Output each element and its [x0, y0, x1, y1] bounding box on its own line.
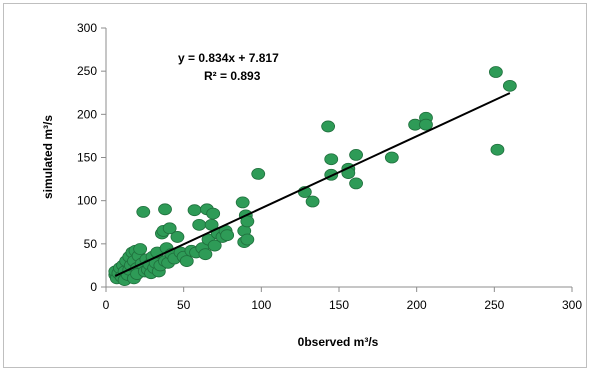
trendline [114, 92, 511, 277]
x-tick-label: 200 [407, 298, 427, 312]
data-point [349, 177, 363, 190]
x-axis-title: 0bserved m³/s [298, 335, 379, 349]
trendline-group [114, 92, 511, 277]
data-point [133, 243, 148, 255]
x-tick-label: 50 [177, 298, 191, 312]
data-point [349, 149, 363, 161]
chart-frame [3, 3, 587, 368]
axes: 0 50 100 150 200 250 300 0 50 100 150 200 250 300 [77, 21, 582, 312]
x-tick-label: 300 [562, 298, 582, 312]
data-point [251, 168, 266, 180]
y-tick-label: 300 [77, 21, 97, 35]
x-tick-label: 250 [484, 298, 504, 312]
data-point [490, 143, 505, 156]
data-point [192, 218, 207, 231]
labels: y = 0.834x + 7.817 R² = 0.893 0bserved m… [41, 51, 379, 349]
data-point [235, 196, 250, 209]
x-tick-label: 0 [103, 298, 110, 312]
data-point [158, 203, 172, 216]
data-point [384, 151, 399, 164]
data-point [206, 207, 221, 220]
data-points [108, 66, 517, 286]
data-point [136, 205, 151, 218]
data-point [198, 248, 213, 261]
y-tick-label: 50 [84, 237, 98, 251]
data-point [240, 215, 255, 228]
r-squared-label: R² = 0.893 [204, 69, 261, 83]
data-point [419, 118, 433, 131]
data-point [162, 222, 177, 235]
trendline-equation: y = 0.834x + 7.817 [178, 51, 279, 65]
data-point [324, 153, 339, 166]
data-point [187, 204, 202, 217]
x-tick-label: 100 [251, 298, 271, 312]
data-point [305, 195, 320, 208]
y-tick-label: 250 [77, 64, 97, 78]
y-tick-label: 0 [90, 280, 97, 294]
x-tick-label: 150 [329, 298, 349, 312]
y-tick-label: 150 [77, 151, 97, 165]
data-point [502, 79, 517, 92]
data-point [240, 233, 255, 246]
data-point [207, 239, 222, 252]
data-point [179, 255, 194, 268]
data-point [321, 120, 336, 133]
data-point [170, 231, 185, 243]
data-point [220, 229, 235, 242]
y-tick-label: 100 [77, 194, 97, 208]
y-axis-title: simulated m³/s [41, 115, 55, 199]
y-tick-label: 200 [77, 107, 97, 121]
data-point [488, 66, 503, 78]
